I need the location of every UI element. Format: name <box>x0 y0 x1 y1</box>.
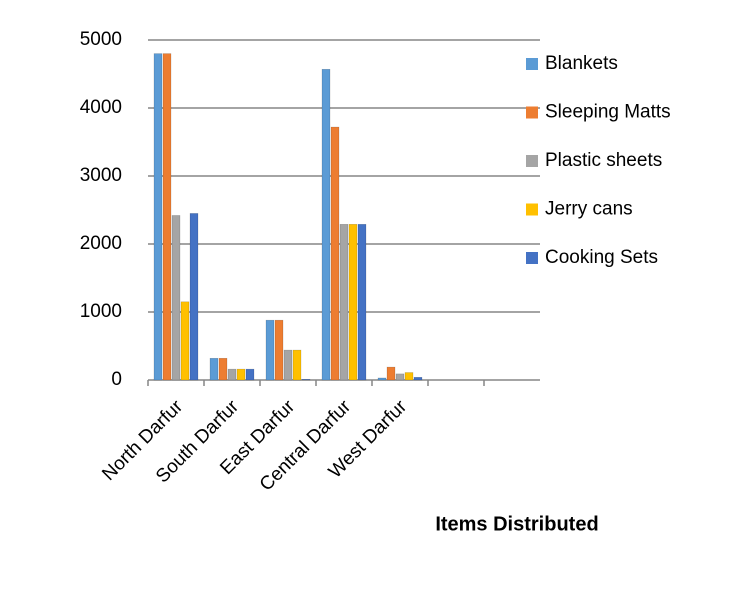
bar <box>301 379 311 381</box>
legend-swatch <box>526 252 538 264</box>
bar <box>265 319 275 381</box>
bar <box>292 349 302 381</box>
bar <box>283 349 293 381</box>
y-tick-label: 4000 <box>80 97 122 118</box>
legend-label: Cooking Sets <box>545 247 658 268</box>
legend-swatch <box>526 203 538 216</box>
legend-label: Blankets <box>545 53 618 74</box>
bar <box>357 224 367 381</box>
bar <box>348 224 358 381</box>
y-tick-label: 0 <box>111 369 122 390</box>
bar <box>321 68 331 381</box>
bar <box>245 368 255 381</box>
bar <box>171 215 181 381</box>
legend-swatch <box>526 58 538 70</box>
x-axis-title: Items Distributed <box>435 513 598 535</box>
bar <box>339 224 349 381</box>
legend-swatch <box>526 155 538 167</box>
bar <box>162 53 172 381</box>
bar <box>236 368 246 381</box>
y-tick-label: 1000 <box>80 301 122 322</box>
bar <box>395 373 405 381</box>
bar <box>274 319 284 381</box>
bar <box>413 377 423 381</box>
bar <box>386 366 396 381</box>
bar <box>377 377 387 381</box>
legend-swatch <box>526 106 538 119</box>
bar <box>189 213 199 381</box>
bar <box>218 357 228 381</box>
bar <box>180 301 190 381</box>
y-tick-label: 3000 <box>80 165 122 186</box>
legend-label: Sleeping Matts <box>545 102 671 123</box>
bar <box>330 126 340 381</box>
y-tick-label: 2000 <box>80 233 122 254</box>
bar <box>227 368 237 381</box>
legend-label: Jerry cans <box>545 199 633 220</box>
legend-label: Plastic sheets <box>545 150 662 171</box>
bar <box>153 53 163 381</box>
y-tick-label: 5000 <box>80 29 122 50</box>
bar <box>209 357 219 381</box>
bar <box>404 372 414 381</box>
